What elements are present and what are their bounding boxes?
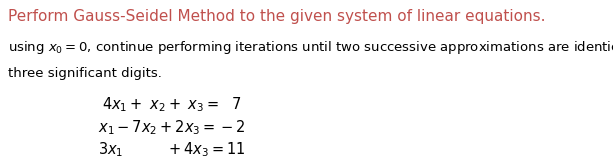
Text: three significant digits.: three significant digits. (7, 67, 161, 80)
Text: $4x_1 + \ x_2 + \ x_3 = \ \ 7$: $4x_1 + \ x_2 + \ x_3 = \ \ 7$ (102, 95, 242, 114)
Text: using $x_0 = 0$, continue performing iterations until two successive approximati: using $x_0 = 0$, continue performing ite… (7, 39, 613, 56)
Text: Perform Gauss-Seidel Method to the given system of linear equations.: Perform Gauss-Seidel Method to the given… (7, 9, 545, 24)
Text: $3x_1 \qquad\quad + 4x_3 = 11$: $3x_1 \qquad\quad + 4x_3 = 11$ (98, 141, 245, 159)
Text: $x_1 - 7x_2 + 2x_3 = -2$: $x_1 - 7x_2 + 2x_3 = -2$ (98, 119, 245, 137)
